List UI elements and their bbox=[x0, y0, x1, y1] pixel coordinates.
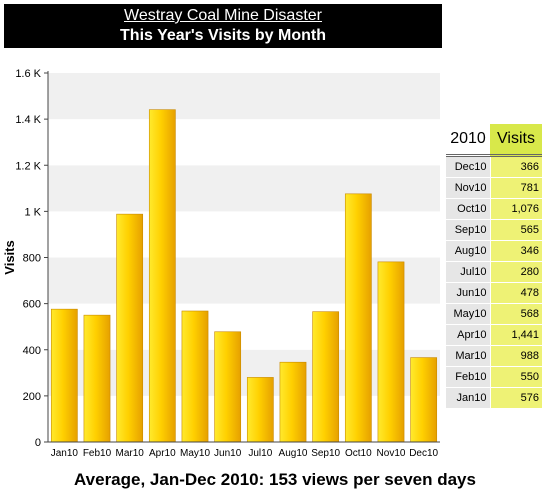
chart-header: Westray Coal Mine Disaster This Year's V… bbox=[4, 4, 442, 48]
y-tick-label: 200 bbox=[23, 391, 41, 403]
y-tick-label: 1.4 K bbox=[15, 114, 41, 126]
bars bbox=[50, 109, 438, 443]
y-tick-label: 1.6 K bbox=[15, 68, 41, 80]
grid-band bbox=[48, 119, 440, 166]
table-visits-cell: 568 bbox=[490, 303, 542, 325]
bar-Jul10 bbox=[246, 377, 274, 443]
y-tick-label: 0 bbox=[35, 437, 41, 449]
table-row: Jun10 478 bbox=[446, 282, 542, 304]
table-row: Apr10 1,441 bbox=[446, 324, 542, 346]
table-month-cell: Aug10 bbox=[446, 240, 491, 262]
table-visits-header: Visits bbox=[490, 124, 542, 157]
x-tick-label: Mar10 bbox=[115, 448, 144, 459]
visits-table: 2010 Visits Dec10 366 Nov10 781 Oct10 1,076 Se… bbox=[446, 124, 542, 409]
y-tick-label: 1.2 K bbox=[15, 160, 41, 172]
table-month-cell: Nov10 bbox=[446, 177, 491, 199]
table-visits-cell: 988 bbox=[490, 345, 542, 367]
table-visits-cell: 280 bbox=[490, 261, 542, 283]
x-tick-label: Jul10 bbox=[248, 448, 272, 459]
table-month-cell: May10 bbox=[446, 303, 491, 325]
table-visits-cell: 781 bbox=[490, 177, 542, 199]
x-tick-label: Nov10 bbox=[377, 448, 406, 459]
x-tick-label: Apr10 bbox=[149, 448, 176, 459]
x-tick-label: Feb10 bbox=[83, 448, 112, 459]
table-row: Jan10 576 bbox=[446, 387, 542, 409]
y-ticks: 0 200 400 600 800 1 K 1.2 K 1.4 K 1.6 K bbox=[15, 68, 48, 449]
table-row: Mar10 988 bbox=[446, 345, 542, 367]
bar-Oct10 bbox=[344, 193, 372, 443]
table-visits-cell: 550 bbox=[490, 366, 542, 388]
table-row: Nov10 781 bbox=[446, 177, 542, 199]
bar-Feb10 bbox=[83, 314, 111, 443]
table-month-cell: Feb10 bbox=[446, 366, 491, 388]
x-tick-label: Oct10 bbox=[345, 448, 372, 459]
grid-band bbox=[48, 303, 440, 350]
table-visits-cell: 565 bbox=[490, 219, 542, 241]
table-month-cell: Jan10 bbox=[446, 387, 491, 409]
table-row: Oct10 1,076 bbox=[446, 198, 542, 220]
bar-Dec10 bbox=[410, 357, 438, 443]
table-row: Dec10 366 bbox=[446, 155, 542, 178]
x-tick-label: Sep10 bbox=[311, 448, 340, 459]
grid-band bbox=[48, 165, 440, 212]
average-summary: Average, Jan-Dec 2010: 153 views per sev… bbox=[74, 470, 476, 489]
table-month-cell: Sep10 bbox=[446, 219, 491, 241]
bar-chart: 0 200 400 600 800 1 K 1.2 K 1.4 K 1.6 K Jan10 Feb… bbox=[2, 68, 440, 459]
table-visits-cell: 478 bbox=[490, 282, 542, 304]
chart-title: This Year's Visits by Month bbox=[120, 27, 326, 44]
grid-band bbox=[48, 211, 440, 258]
bar-Apr10 bbox=[148, 109, 176, 443]
x-tick-label: Dec10 bbox=[409, 448, 438, 459]
table-visits-cell: 576 bbox=[490, 387, 542, 409]
table-row: Feb10 550 bbox=[446, 366, 542, 388]
table-row: Aug10 346 bbox=[446, 240, 542, 262]
table-year-header: 2010 bbox=[446, 124, 490, 157]
table-visits-cell: 366 bbox=[490, 155, 542, 178]
x-ticks: Jan10 Feb10 Mar10 Apr10 May10 Jun10 Jul10 Aug10… bbox=[51, 448, 439, 459]
bar-Sep10 bbox=[312, 311, 340, 443]
table-month-cell: Jun10 bbox=[446, 282, 491, 304]
bar-Aug10 bbox=[279, 361, 307, 443]
table-row: May10 568 bbox=[446, 303, 542, 325]
y-tick-label: 800 bbox=[23, 253, 41, 265]
grid-band bbox=[48, 349, 440, 396]
table-visits-cell: 1,076 bbox=[490, 198, 542, 220]
grid-band bbox=[48, 395, 440, 442]
grid-band bbox=[48, 73, 440, 120]
table-month-cell: Jul10 bbox=[446, 261, 491, 283]
x-tick-label: Jun10 bbox=[214, 448, 242, 459]
table-visits-cell: 1,441 bbox=[490, 324, 542, 346]
bar-May10 bbox=[181, 310, 209, 443]
table-row: Sep10 565 bbox=[446, 219, 542, 241]
x-tick-label: Aug10 bbox=[279, 448, 308, 459]
bar-Nov10 bbox=[377, 261, 405, 443]
y-axis-label: Visits bbox=[2, 240, 17, 274]
table-visits-cell: 346 bbox=[490, 240, 542, 262]
y-tick-label: 600 bbox=[23, 299, 41, 311]
bar-Jun10 bbox=[214, 331, 242, 443]
bar-Jan10 bbox=[50, 308, 78, 443]
site-title-link[interactable]: Westray Coal Mine Disaster bbox=[124, 7, 322, 24]
grid-band bbox=[48, 257, 440, 304]
y-tick-label: 400 bbox=[23, 345, 41, 357]
y-tick-label: 1 K bbox=[24, 206, 41, 218]
table-month-cell: Mar10 bbox=[446, 345, 491, 367]
bar-Mar10 bbox=[116, 213, 144, 443]
table-month-cell: Dec10 bbox=[446, 155, 491, 178]
axes bbox=[47, 71, 440, 443]
table-month-cell: Apr10 bbox=[446, 324, 491, 346]
grid-bands bbox=[48, 73, 440, 442]
table-month-cell: Oct10 bbox=[446, 198, 491, 220]
x-tick-label: Jan10 bbox=[51, 448, 79, 459]
table-row: Jul10 280 bbox=[446, 261, 542, 283]
x-tick-label: May10 bbox=[180, 448, 210, 459]
